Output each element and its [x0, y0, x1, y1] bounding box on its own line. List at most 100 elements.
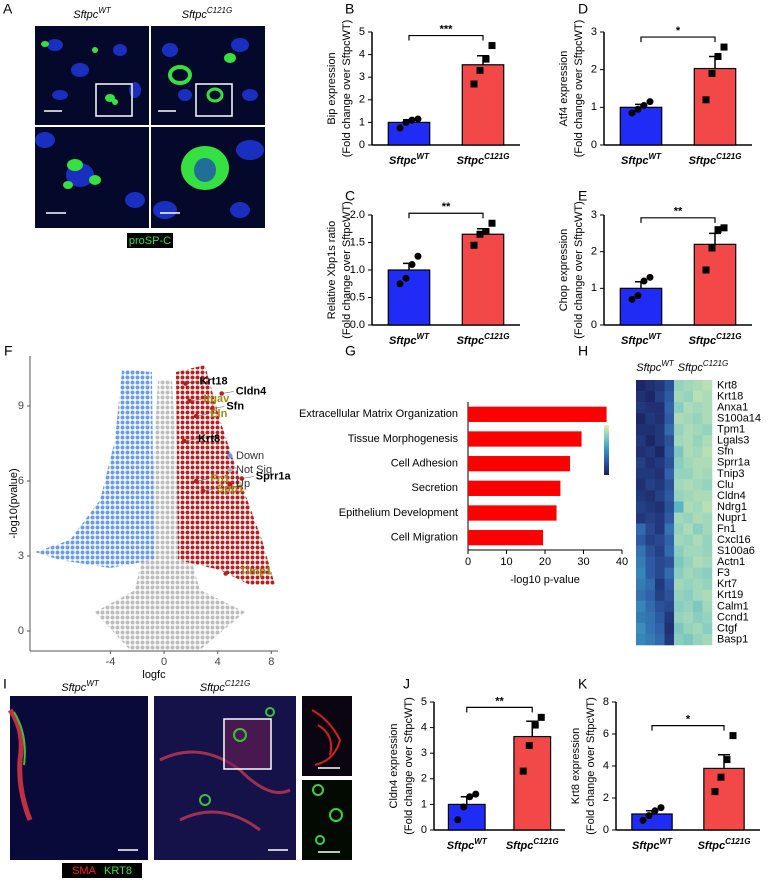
- label-text: Sftpc: [636, 362, 662, 374]
- y-tick-label: 5: [421, 696, 427, 708]
- y-tick-label: Secretion: [412, 482, 458, 494]
- heatmap-cell: [655, 490, 665, 502]
- heatmap-cell: [655, 479, 665, 491]
- heatmap-cell: [702, 512, 713, 524]
- row-label: Krt18: [717, 390, 743, 402]
- row-label: S100a6: [717, 545, 755, 557]
- significance-bracket: [640, 217, 716, 223]
- label-sup: C121G: [716, 332, 741, 341]
- heatmap-cell: [664, 435, 675, 447]
- heatmap-cell: [702, 468, 713, 480]
- data-point: [723, 756, 731, 764]
- y-tick-label: 4: [421, 722, 427, 734]
- heatmap-cell: [674, 501, 684, 513]
- label-sup: C121G: [725, 837, 750, 846]
- heatmap-cell: [645, 446, 656, 458]
- heatmap-cell: [664, 391, 675, 403]
- heatmap-cell: [655, 512, 665, 524]
- heatmap-cell: [664, 424, 675, 436]
- row-label: S100a14: [717, 413, 761, 425]
- data-point: [460, 803, 468, 811]
- data-point: [408, 116, 416, 124]
- data-point: [537, 713, 545, 721]
- category-label: SftpcWT: [632, 837, 673, 852]
- heatmap-cell: [683, 534, 694, 546]
- heatmap-cell: [664, 490, 675, 502]
- heatmap-cell: [693, 611, 703, 624]
- heatmap-cell: [693, 545, 703, 557]
- heatmap-cell: [693, 622, 703, 635]
- y-axis-label: -log10(pvalue): [8, 468, 20, 538]
- heatmap-cell: [645, 435, 656, 447]
- data-point: [714, 52, 722, 60]
- heatmap-cell: [664, 589, 675, 602]
- image-title: SftpcC121G: [200, 679, 250, 694]
- highlight-point: [193, 478, 199, 484]
- heatmap-cell: [702, 534, 713, 546]
- data-point: [646, 273, 654, 281]
- data-point: [414, 252, 422, 260]
- data-point: [454, 816, 462, 824]
- data-point: [531, 721, 539, 729]
- stain-label: proSP-C: [129, 235, 171, 247]
- heatmap-cell: [664, 611, 675, 624]
- heatmap-cell: [683, 578, 694, 591]
- colorbar: [604, 425, 609, 475]
- significance-label: **: [495, 695, 504, 707]
- heatmap-cell: [702, 589, 713, 602]
- label-text: Sftpc: [698, 840, 726, 852]
- heatmap-cell: [655, 402, 665, 414]
- heatmap-cell: [636, 556, 646, 569]
- row-label: Actn1: [717, 556, 745, 568]
- label-text: Sftpc: [689, 155, 717, 167]
- y-tick-label: 5: [359, 26, 365, 38]
- row-label: Clu: [717, 479, 734, 491]
- y-tick-label: Extracellular Matrix Organization: [299, 408, 458, 420]
- significance-bracket: [651, 725, 725, 731]
- panel-letter: J: [403, 676, 410, 692]
- data-point: [628, 295, 636, 303]
- highlight-point: [181, 438, 187, 444]
- label-sup: WT: [417, 332, 431, 341]
- legend-swatch: [227, 481, 233, 487]
- row-label: Nupr1: [717, 512, 747, 524]
- heatmap-cell: [674, 567, 684, 580]
- bar: [468, 431, 582, 447]
- y-tick-label: 1: [591, 101, 597, 113]
- data-point: [708, 69, 716, 77]
- heatmap-cell: [655, 468, 665, 480]
- panel-letter: H: [578, 343, 588, 359]
- heatmap-cell: [636, 534, 646, 546]
- category-label: SftpcC121G: [457, 152, 510, 167]
- y-tick-label: 0: [603, 824, 609, 836]
- y-tick-label: 1.0: [350, 264, 365, 276]
- category-label: SftpcWT: [389, 332, 430, 347]
- heatmap-cell: [683, 446, 694, 458]
- highlight-point: [210, 406, 215, 411]
- heatmap-cell: [683, 413, 694, 425]
- heatmap-cell: [702, 567, 713, 580]
- heatmap-cell: [683, 600, 694, 613]
- title-sup: WT: [98, 6, 112, 15]
- category-label: SftpcWT: [621, 152, 662, 167]
- bar: [513, 735, 552, 831]
- y-tick-label: 6: [603, 728, 609, 740]
- x-tick-label: 30: [577, 556, 589, 568]
- y-tick-label: 0.5: [350, 291, 365, 303]
- heatmap-cell: [674, 413, 684, 425]
- heatmap-cell: [664, 468, 675, 480]
- y-tick-label: 1: [591, 282, 597, 294]
- row-label: Sfn: [717, 446, 734, 458]
- data-point: [720, 224, 728, 232]
- heatmap-cell: [683, 523, 694, 535]
- label-sup: WT: [649, 332, 663, 341]
- data-point: [472, 790, 480, 798]
- y-tick-label: 3: [359, 71, 365, 83]
- y-axis-label: (Fold change over SftpcWT): [341, 20, 353, 158]
- data-point: [488, 219, 496, 227]
- heatmap-cell: [664, 622, 675, 635]
- heatmap-cell: [683, 567, 694, 580]
- y-axis-label: (Fold change over SftpcWT): [573, 201, 585, 339]
- y-tick-label: 0: [18, 625, 24, 637]
